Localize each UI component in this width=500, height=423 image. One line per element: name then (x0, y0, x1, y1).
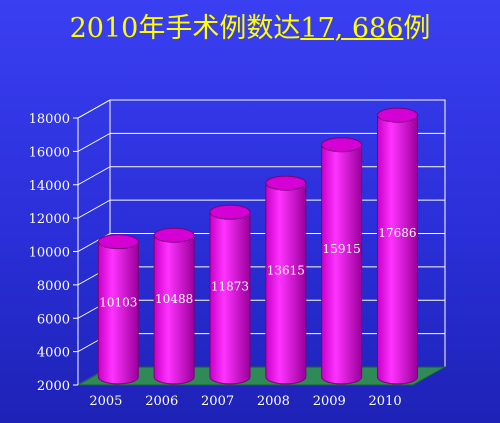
gridline-side (77, 132, 111, 152)
gridline-side (77, 99, 111, 119)
data-label: 11873 (211, 279, 249, 293)
x-tick-label: 2006 (145, 394, 178, 409)
bar-body (265, 182, 307, 385)
bar: 17686 (376, 107, 418, 385)
bar-top (153, 227, 195, 243)
x-tick-label: 2007 (201, 394, 234, 409)
data-label: 17686 (378, 226, 416, 240)
bar: 11873 (209, 204, 251, 385)
bar: 10103 (97, 234, 139, 385)
y-tick-label: 12000 (29, 212, 70, 227)
gridline-side (77, 166, 111, 186)
y-tick-label: 6000 (37, 312, 70, 327)
y-tick-label: 18000 (29, 112, 70, 127)
x-tick-label: 2010 (369, 394, 402, 409)
title-prefix: 2010年手术例数达 (69, 13, 301, 44)
y-tick-label: 4000 (37, 346, 70, 361)
title-highlight: 17, 686 (300, 13, 404, 44)
y-tick-label: 16000 (29, 145, 70, 160)
bar-body (209, 211, 251, 385)
bar-body (321, 144, 363, 385)
y-tick-label: 10000 (29, 246, 70, 261)
bar-body (97, 241, 139, 385)
bar-top (209, 204, 251, 220)
slide-title: 2010年手术例数达17, 686例 (0, 6, 500, 45)
bar-body (376, 114, 418, 385)
data-label: 15915 (323, 242, 361, 256)
y-tick-label: 14000 (29, 179, 70, 194)
bars: 10103 10488 11873 13615 15915 17686 (97, 107, 418, 385)
gridline-side (77, 199, 111, 219)
y-axis: 2000 4000 6000 8000 10000 12000 14000 16000 1800… (29, 112, 79, 394)
y-tick-label: 8000 (37, 279, 70, 294)
x-tick-label: 2005 (89, 394, 122, 409)
bar: 13615 (265, 175, 307, 385)
bar-top (376, 107, 418, 123)
bar-top (265, 175, 307, 191)
bar-top (97, 234, 139, 250)
bar: 10488 (153, 227, 195, 385)
bar: 15915 (321, 137, 363, 385)
data-label: 10488 (155, 292, 193, 306)
bar-body (153, 234, 195, 385)
x-tick-label: 2009 (313, 394, 346, 409)
bar-top (321, 137, 363, 153)
data-label: 10103 (99, 296, 137, 310)
y-tick-label: 2000 (37, 379, 70, 394)
title-suffix: 例 (403, 13, 431, 44)
x-axis: 2005 2006 2007 2008 2009 2010 (89, 394, 401, 409)
x-tick-label: 2008 (257, 394, 290, 409)
data-label: 13615 (267, 263, 305, 277)
